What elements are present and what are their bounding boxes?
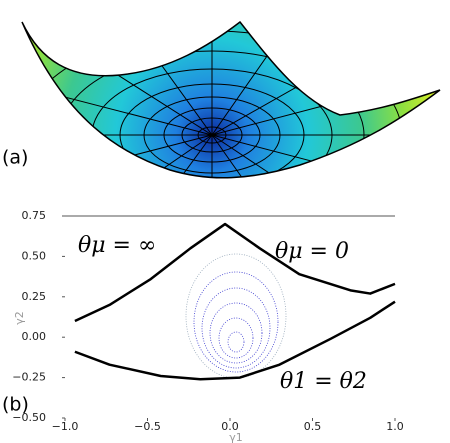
contours — [185, 253, 287, 379]
curve — [74, 222, 396, 323]
y-tick-label: 0.25 — [22, 290, 47, 303]
x-axis-label: γ1 — [229, 431, 243, 443]
y-tick-label: −0.50 — [12, 411, 46, 424]
panel-label: (a) — [2, 147, 28, 169]
x-tick-label: −0.5 — [134, 420, 161, 433]
panel-label: (b) — [2, 394, 29, 416]
y-tick-label: 0.75 — [22, 209, 47, 222]
annotation: θμ = ∞ — [78, 233, 156, 258]
x-tick-label: −1.0 — [52, 420, 79, 433]
annotation: θ1 = θ2 — [280, 369, 367, 394]
y-tick-label: 0.50 — [22, 249, 47, 262]
x-tick-label: 0.5 — [304, 420, 322, 433]
x-tick-label: 0.0 — [221, 420, 239, 433]
y-axis-label: γ2 — [13, 311, 26, 325]
x-tick-label: 1.0 — [386, 420, 404, 433]
y-tick-label: 0.00 — [22, 330, 47, 343]
surface-plot — [21, 20, 441, 179]
y-tick-label: −0.25 — [12, 371, 46, 384]
curve — [74, 300, 396, 381]
annotation: θμ = 0 — [275, 239, 349, 264]
